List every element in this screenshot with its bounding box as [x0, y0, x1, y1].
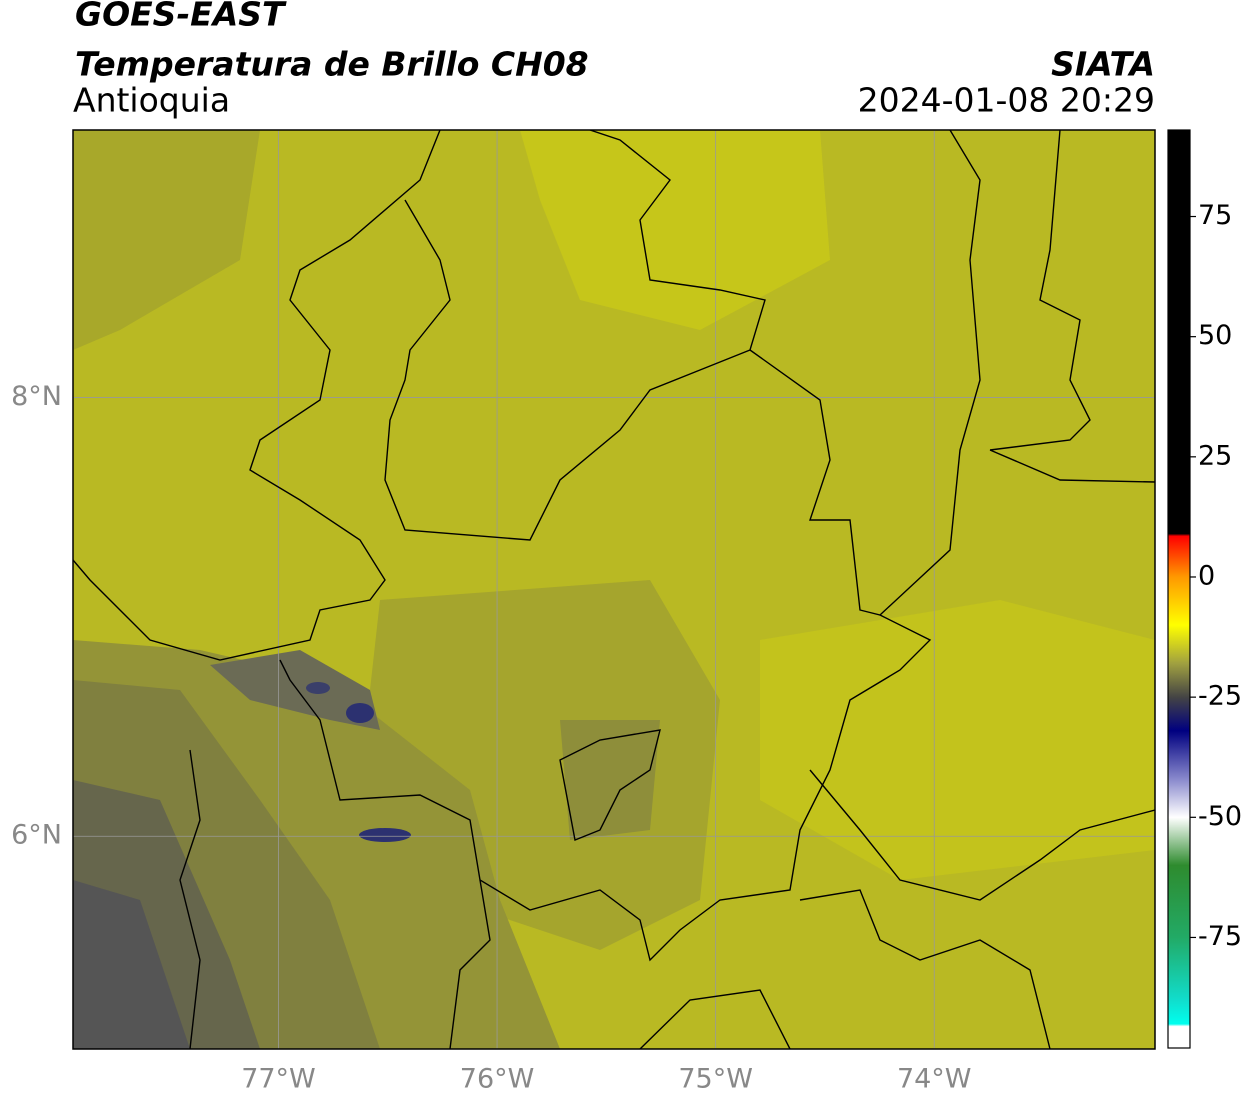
colorbar-tick-label: -50 — [1198, 801, 1242, 832]
grid — [73, 130, 1155, 1049]
map-frame — [72, 129, 1156, 1050]
colorbar-tick-label: 25 — [1198, 440, 1232, 471]
colorbar-frame — [1167, 129, 1191, 1049]
x-tick-label: 74°W — [897, 1064, 972, 1095]
colorbar-tick-label: 75 — [1198, 200, 1232, 231]
colorbar-tick-label: -25 — [1198, 681, 1242, 712]
colorbar-ticks: 75 50 25 0 -25 -50 -75 — [1190, 200, 1242, 952]
y-tick-label: 8°N — [11, 381, 62, 412]
colorbar-tick-label: 0 — [1198, 560, 1215, 591]
map-field — [73, 130, 1155, 1049]
colorbar-tick-label: -75 — [1198, 921, 1242, 952]
colorbar-tick-label: 50 — [1198, 320, 1232, 351]
y-tick-label: 6°N — [11, 820, 62, 851]
borders — [73, 130, 1155, 1049]
source: SIATA — [1051, 45, 1155, 84]
x-tick-label: 75°W — [678, 1064, 753, 1095]
region: Antioquia — [73, 81, 230, 120]
x-tick-label: 76°W — [460, 1064, 535, 1095]
datetime: 2024-01-08 20:29 — [858, 81, 1155, 120]
title: GOES-EAST — [75, 0, 287, 34]
axes: 77°W 76°W 75°W 74°W 8°N 6°N — [11, 381, 971, 1094]
colorbar — [1168, 130, 1190, 1048]
x-tick-label: 77°W — [241, 1064, 316, 1095]
subtitle: Temperatura de Brillo CH08 — [75, 45, 589, 84]
